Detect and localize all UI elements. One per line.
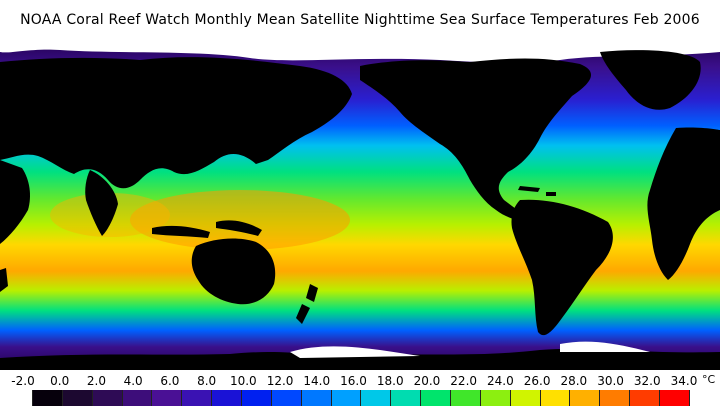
colorbar-swatch bbox=[121, 390, 152, 406]
colorbar-swatch bbox=[151, 390, 182, 406]
colorbar-swatch bbox=[91, 390, 122, 406]
eurasia-land bbox=[0, 57, 352, 189]
africa-west-edge bbox=[0, 160, 30, 244]
colorbar-swatch bbox=[241, 390, 271, 406]
colorbar-tick-label: 12.0 bbox=[266, 374, 294, 388]
colorbar-tick-label: 10.0 bbox=[229, 374, 257, 388]
greenland-land bbox=[600, 50, 701, 110]
colorbar-swatch bbox=[300, 390, 331, 406]
colorbar-tick-label: 30.0 bbox=[597, 374, 624, 388]
antarctica-land bbox=[0, 348, 720, 370]
colorbar-unit: °C bbox=[702, 373, 716, 386]
colorbar-swatch bbox=[479, 390, 510, 406]
colorbar-tick-label: 26.0 bbox=[523, 374, 551, 388]
japan-land bbox=[226, 120, 244, 150]
arctic-ice bbox=[0, 40, 720, 64]
africa-land bbox=[647, 127, 720, 280]
map-title: NOAA Coral Reef Watch Monthly Mean Satel… bbox=[20, 12, 700, 28]
colorbar-tick-label: 34.0 bbox=[670, 374, 698, 388]
colorbar-swatch bbox=[61, 390, 92, 406]
south-america-land bbox=[511, 199, 613, 336]
colorbar-swatch bbox=[360, 390, 391, 406]
colorbar-tick-label: 24.0 bbox=[487, 374, 514, 388]
colorbar-tick-label: 6.0 bbox=[160, 374, 180, 388]
colorbar-tick-label: 18.0 bbox=[376, 374, 404, 388]
colorbar-swatch bbox=[32, 390, 62, 406]
indonesia-land bbox=[152, 220, 262, 238]
colorbar bbox=[32, 390, 690, 406]
colorbar-swatch bbox=[181, 390, 212, 406]
colorbar-swatch bbox=[659, 390, 690, 406]
india-land bbox=[85, 170, 118, 236]
antarctic-ice bbox=[290, 341, 650, 358]
colorbar-swatch bbox=[390, 390, 421, 406]
colorbar-tick-label: 22.0 bbox=[450, 374, 478, 388]
colorbar-swatch bbox=[420, 390, 451, 406]
colorbar-tick-labels: -2.0 0.0 2.0 4.0 6.0 8.0 10.0 12.0 14.0 16.0 18.0 2… bbox=[0, 374, 720, 390]
colorbar-tick-label: 20.0 bbox=[413, 374, 441, 388]
sea-surface-temperature-map bbox=[0, 40, 720, 370]
colorbar-swatch bbox=[599, 390, 630, 406]
colorbar-swatch bbox=[270, 390, 301, 406]
colorbar-tick-label: 32.0 bbox=[633, 374, 661, 388]
australia-land bbox=[191, 238, 276, 305]
colorbar-tick-label: -2.0 bbox=[11, 374, 35, 388]
colorbar-swatch bbox=[211, 390, 242, 406]
new-zealand-land bbox=[296, 284, 318, 324]
colorbar-swatch bbox=[450, 390, 480, 406]
colorbar-tick-label: 4.0 bbox=[123, 374, 143, 388]
colorbar-swatch bbox=[539, 390, 570, 406]
north-america-land bbox=[360, 58, 592, 224]
colorbar-tick-label: 2.0 bbox=[86, 374, 106, 388]
colorbar-tick-label: 28.0 bbox=[560, 374, 588, 388]
caribbean-islands bbox=[518, 186, 556, 196]
madagascar-land bbox=[0, 268, 8, 292]
colorbar-tick-label: 0.0 bbox=[50, 374, 70, 388]
colorbar-tick-label: 14.0 bbox=[303, 374, 331, 388]
colorbar-tick-label: 16.0 bbox=[340, 374, 367, 388]
colorbar-tick-label: 8.0 bbox=[197, 374, 217, 388]
colorbar-swatch bbox=[569, 390, 600, 406]
colorbar-swatch bbox=[629, 390, 660, 406]
colorbar-swatch bbox=[509, 390, 540, 406]
colorbar-swatch bbox=[330, 390, 361, 406]
